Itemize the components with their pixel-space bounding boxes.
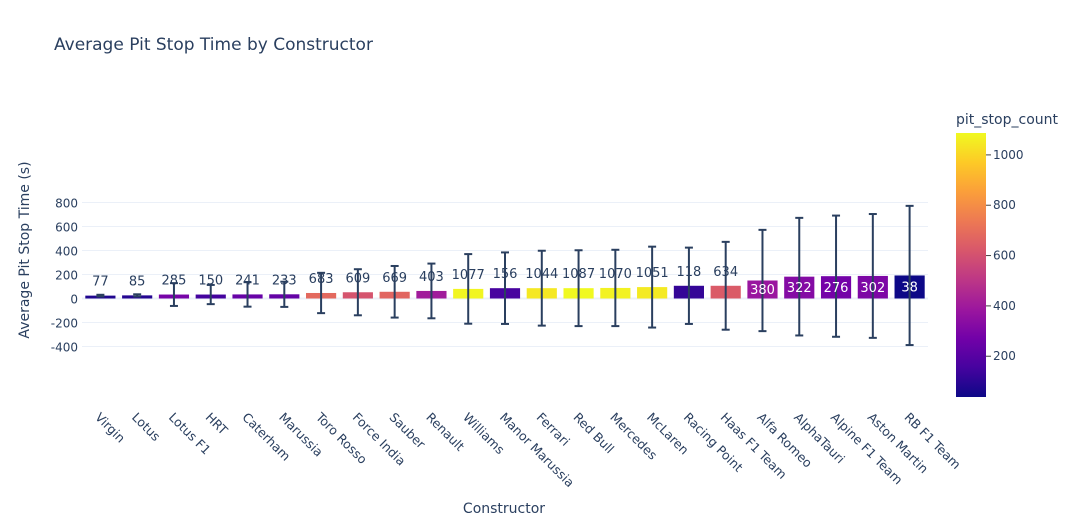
x-axis-label: Constructor [463, 501, 545, 517]
colorbar-tick-label: 600 [993, 249, 1016, 263]
chart-title: Average Pit Stop Time by Constructor [54, 35, 373, 55]
x-tick-label: Virgin [92, 410, 128, 446]
data-label: 380 [750, 283, 775, 298]
x-tick-label: Lotus [129, 410, 163, 444]
data-label: 1087 [562, 267, 595, 282]
y-axis-ticks: -400 -200 0 200 400 600 800 [51, 197, 78, 355]
y-axis-label: Average Pit Stop Time (s) [17, 161, 33, 338]
data-label: 241 [235, 273, 260, 288]
data-label: 1077 [452, 268, 485, 283]
colorbar-tick-label: 1000 [993, 148, 1024, 162]
y-tick-label: 200 [55, 269, 78, 283]
data-label: 683 [309, 272, 334, 287]
y-tick-label: 400 [55, 245, 78, 259]
data-label: 38 [901, 281, 918, 296]
data-label: 634 [713, 265, 738, 280]
data-label: 150 [198, 274, 223, 289]
data-label: 233 [272, 273, 297, 288]
data-label: 77 [92, 275, 109, 290]
data-label: 276 [824, 281, 849, 296]
colorbar-tick-label: 800 [993, 198, 1016, 212]
x-tick-label: Renault [423, 410, 467, 454]
colorbar-tick-label: 400 [993, 299, 1016, 313]
y-tick-label: 800 [55, 197, 78, 211]
bar-labels: 77 85 285 150 241 233 683 609 669 403 1077 156 1044 1… [92, 265, 918, 298]
data-label: 669 [382, 271, 407, 286]
data-label: 1070 [599, 267, 632, 282]
colorbar-tick-label: 200 [993, 349, 1016, 363]
data-label: 285 [162, 274, 187, 289]
data-label: 1051 [636, 266, 669, 281]
y-tick-label: 600 [55, 221, 78, 235]
data-label: 403 [419, 270, 444, 285]
data-label: 1044 [525, 267, 558, 282]
y-tick-label: -200 [51, 317, 78, 331]
y-tick-label: 0 [70, 293, 78, 307]
data-label: 609 [345, 271, 370, 286]
colorbar [956, 133, 986, 397]
data-label: 85 [129, 274, 146, 289]
data-label: 322 [787, 281, 812, 296]
data-label: 302 [860, 281, 885, 296]
x-tick-label: HRT [203, 410, 231, 438]
data-label: 156 [493, 267, 518, 282]
data-label: 118 [676, 265, 701, 280]
colorbar-title: pit_stop_count [956, 112, 1059, 128]
error-bars [96, 204, 914, 347]
colorbar-ticks: 200 400 600 800 1000 [986, 148, 1024, 363]
y-tick-label: -400 [51, 341, 78, 355]
